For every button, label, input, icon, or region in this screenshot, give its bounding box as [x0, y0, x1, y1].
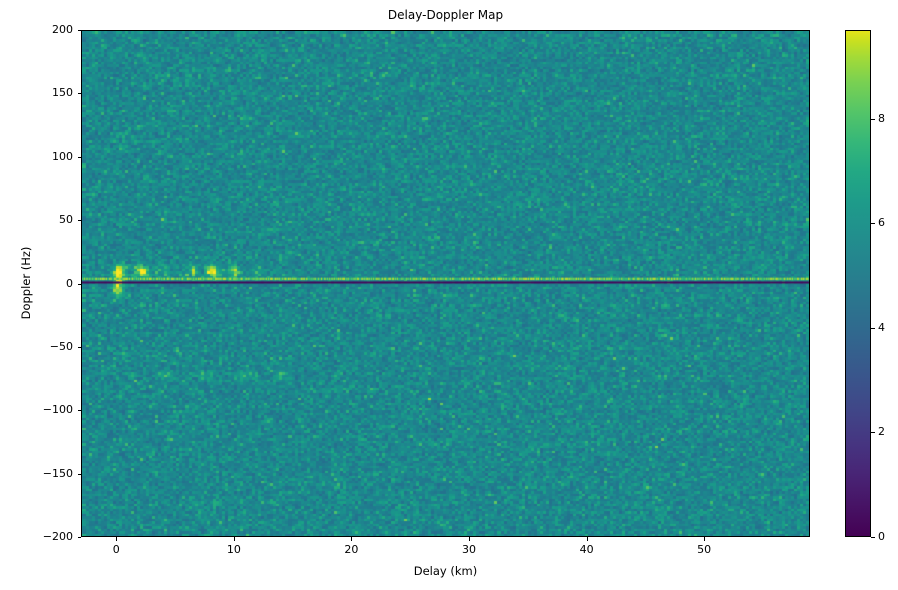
x-tick-mark: [469, 537, 471, 541]
x-tick-label: 20: [344, 543, 359, 556]
colorbar-tick-mark: [871, 118, 875, 120]
colorbar-gradient: [845, 30, 871, 537]
x-tick-label: 0: [112, 543, 120, 556]
y-axis-label-text: Doppler (Hz): [19, 246, 33, 320]
x-tick-mark: [351, 537, 353, 541]
heatmap-plot-area: [81, 30, 810, 537]
x-tick-label: 10: [226, 543, 241, 556]
colorbar-tick-mark: [871, 537, 875, 538]
y-tick-mark: [77, 346, 81, 348]
y-tick-mark: [77, 283, 81, 285]
colorbar-tick-mark: [871, 327, 875, 329]
colorbar-tick-mark: [871, 223, 875, 225]
x-tick-mark: [233, 537, 235, 541]
y-tick-mark: [77, 410, 81, 412]
y-tick-mark: [77, 156, 81, 158]
x-tick-label: 40: [579, 543, 594, 556]
x-tick-mark: [116, 537, 118, 541]
x-tick-mark: [586, 537, 588, 541]
y-tick-mark: [77, 220, 81, 222]
y-tick-mark: [77, 473, 81, 475]
x-tick-mark: [704, 537, 706, 541]
x-tick-label: 30: [462, 543, 477, 556]
y-tick-mark: [77, 537, 81, 538]
colorbar-tick-mark: [871, 432, 875, 434]
x-axis-label: Delay (km): [413, 564, 478, 578]
page-title: Delay-Doppler Map: [387, 8, 504, 22]
y-tick-mark: [77, 93, 81, 95]
y-tick-mark: [77, 30, 81, 31]
delay-doppler-heatmap: [82, 31, 809, 536]
x-tick-label: 50: [697, 543, 712, 556]
